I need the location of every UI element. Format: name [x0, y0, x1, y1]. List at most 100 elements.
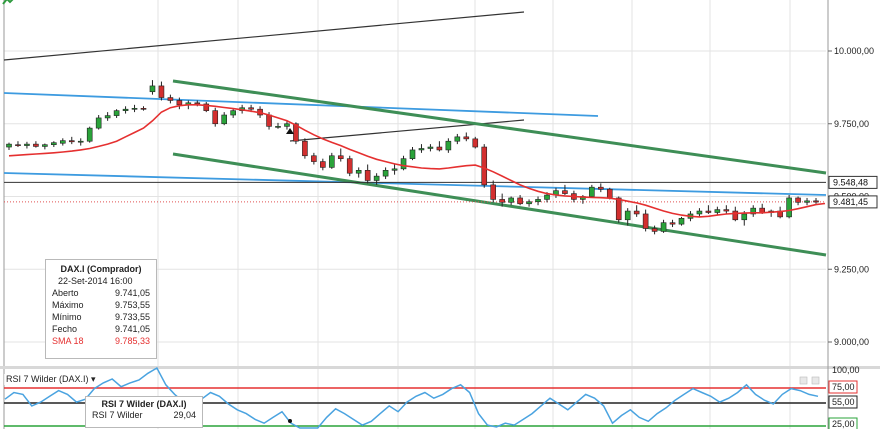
info-label: SMA 18 — [52, 336, 84, 346]
bearish-candle — [759, 207, 766, 213]
rsi-name: RSI 7 Wilder (DAX.I) — [6, 374, 89, 384]
bearish-candle — [203, 103, 210, 111]
trend-lines — [3, 11, 827, 257]
marker-triangle — [286, 128, 294, 134]
bullish-candle — [24, 143, 30, 146]
bullish-candle — [391, 168, 398, 171]
y-tick-label: 10.000,00 — [834, 46, 874, 56]
upper-black-trendline — [3, 11, 525, 61]
bullish-candle — [544, 194, 550, 200]
bullish-candle — [95, 117, 102, 129]
bullish-candle — [454, 136, 461, 142]
upper-blue-trendline — [3, 92, 599, 117]
ohlc-info-box: DAX.I (Comprador) 22-Set-2014 16:00 Aber… — [45, 259, 157, 359]
bearish-candle — [669, 222, 676, 225]
rsi-tick-box — [828, 380, 858, 394]
price-marker-box — [828, 195, 878, 209]
bearish-candle — [481, 146, 488, 186]
bearish-candle — [266, 114, 272, 127]
bullish-candle — [427, 146, 434, 149]
info-row-close: Fecho 9.741,05 — [52, 323, 150, 335]
bearish-candle — [562, 190, 568, 194]
bullish-candle — [42, 144, 48, 147]
bearish-candle — [606, 188, 613, 199]
bearish-candle — [490, 184, 497, 200]
bullish-candle — [589, 186, 595, 197]
bearish-candle — [517, 197, 523, 205]
bearish-candle — [194, 102, 201, 105]
bullish-candle — [400, 158, 407, 170]
price-axis: 10.000,009.750,009.500,009.250,009.000,0… — [828, 46, 878, 347]
bearish-candle — [302, 140, 308, 157]
bullish-candle — [275, 126, 281, 128]
y-tick-label: 9.750,00 — [834, 119, 869, 129]
bullish-candle — [714, 209, 721, 213]
bearish-candle — [320, 161, 326, 168]
info-row-sma: SMA 18 9.785,33 — [52, 335, 150, 347]
bearish-candle — [337, 155, 344, 159]
sma-line — [8, 104, 826, 218]
bullish-candle — [373, 175, 380, 181]
bullish-candle — [786, 197, 792, 218]
rsi-info-title: RSI 7 Wilder (DAX.I) — [101, 399, 187, 409]
info-label: Fecho — [52, 324, 78, 334]
bullish-candle — [445, 140, 452, 151]
bullish-candle — [382, 170, 389, 177]
bearish-candle — [15, 144, 21, 147]
bearish-candle — [346, 158, 353, 174]
bearish-candle — [158, 85, 165, 98]
info-value: 9.741,05 — [114, 324, 150, 334]
info-title: DAX.I (Comprador) — [60, 264, 142, 274]
y-tick-label: 9.250,00 — [834, 264, 869, 274]
lower-blue-trendline — [3, 172, 827, 196]
rsi-info-row: RSI 7 Wilder 29,04 — [92, 410, 196, 421]
info-row-low: Mínimo 9.733,55 — [52, 311, 150, 323]
bearish-candle — [68, 140, 75, 143]
info-value: 9.753,55 — [114, 300, 150, 310]
bullish-candle — [508, 197, 514, 203]
bearish-candle — [633, 210, 640, 215]
bullish-candle — [328, 155, 335, 168]
bearish-candle — [176, 100, 183, 106]
chart-icon[interactable] — [2, 0, 16, 6]
bearish-candle — [732, 210, 739, 221]
bullish-candle — [678, 218, 685, 225]
bearish-candle — [813, 200, 819, 203]
bearish-candle — [33, 143, 39, 147]
bearish-candle — [723, 209, 730, 212]
bullish-candle — [804, 200, 810, 203]
bullish-candle — [418, 148, 425, 151]
candles — [6, 80, 819, 235]
bullish-candle — [355, 170, 362, 174]
dropdown-arrow-icon[interactable]: ▾ — [91, 374, 96, 384]
info-label: Mínimo — [52, 312, 82, 322]
y-tick-label: 9.000,00 — [834, 337, 869, 347]
lower-green-channel-line — [172, 152, 827, 257]
rsi-indicator-label[interactable]: RSI 7 Wilder (DAX.I) ▾ — [4, 374, 98, 385]
bullish-candle — [750, 207, 757, 215]
bullish-candle — [230, 110, 236, 116]
bullish-candle — [104, 115, 111, 119]
info-date: 22-Set-2014 16:00 — [58, 276, 133, 286]
info-value: 9.785,33 — [114, 336, 150, 346]
price-marker-label: 9.548,48 — [833, 177, 868, 187]
bearish-candle — [212, 110, 219, 125]
bearish-candle — [140, 108, 147, 110]
bearish-candle — [642, 213, 649, 229]
upper-green-channel-line — [172, 79, 827, 175]
bearish-candle — [705, 210, 712, 213]
bearish-candle — [364, 170, 371, 181]
rsi-info-box: RSI 7 Wilder (DAX.I) RSI 7 Wilder 29,04 — [85, 396, 203, 428]
info-row-open: Aberto 9.741,05 — [52, 287, 150, 299]
bullish-candle — [86, 127, 93, 142]
bearish-candle — [463, 136, 470, 140]
bullish-candle — [6, 143, 12, 148]
sma-18-line — [8, 104, 826, 218]
bearish-candle — [795, 197, 801, 203]
bearish-candle — [472, 138, 479, 148]
bullish-candle — [741, 213, 748, 221]
